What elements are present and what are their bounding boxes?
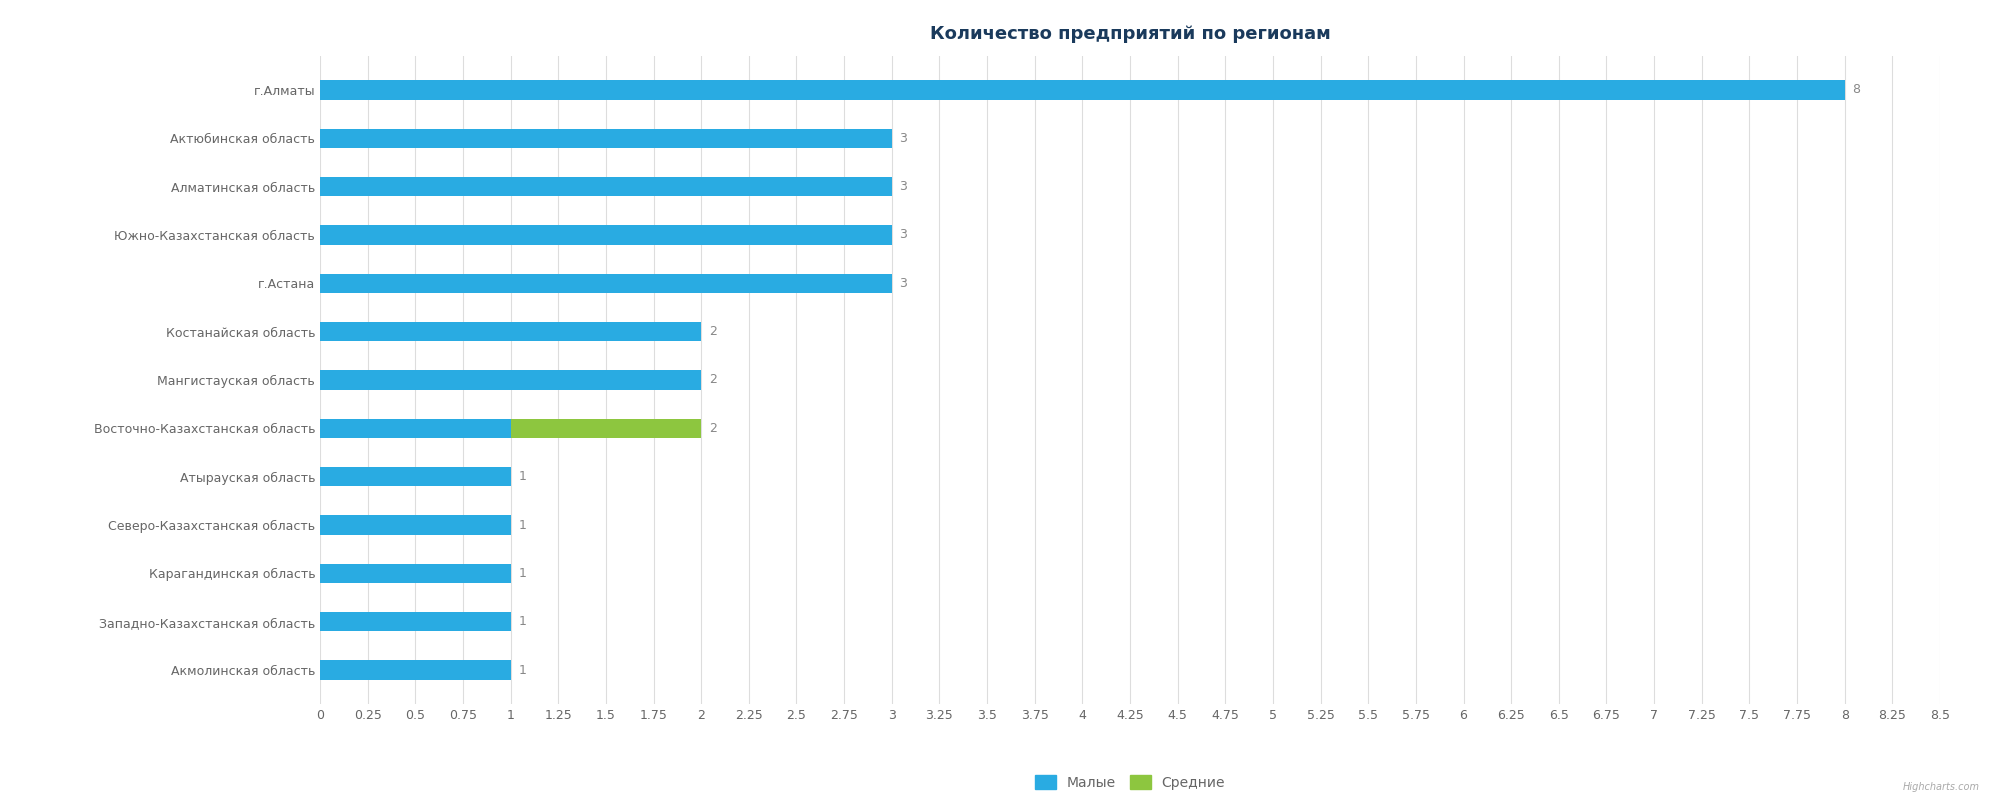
Text: 1: 1 xyxy=(518,470,526,483)
Bar xyxy=(510,418,702,438)
Bar xyxy=(320,177,892,196)
Bar xyxy=(320,322,702,342)
Legend: Малые, Средние: Малые, Средние xyxy=(1030,770,1230,795)
Text: Highcharts.com: Highcharts.com xyxy=(1904,782,1980,792)
Bar xyxy=(320,612,510,631)
Bar xyxy=(320,370,702,390)
Bar xyxy=(320,129,892,148)
Text: 1: 1 xyxy=(518,567,526,580)
Text: 1: 1 xyxy=(518,615,526,628)
Text: 2: 2 xyxy=(708,422,716,435)
Bar xyxy=(320,564,510,583)
Bar xyxy=(320,515,510,534)
Bar xyxy=(320,226,892,245)
Text: 2: 2 xyxy=(708,325,716,338)
Bar xyxy=(320,467,510,486)
Text: 3: 3 xyxy=(900,277,908,290)
Text: 8: 8 xyxy=(1852,83,1860,96)
Text: 1: 1 xyxy=(518,664,526,677)
Bar xyxy=(320,80,1844,99)
Bar xyxy=(320,418,510,438)
Text: 3: 3 xyxy=(900,180,908,193)
Text: 2: 2 xyxy=(708,374,716,386)
Text: 3: 3 xyxy=(900,229,908,242)
Bar xyxy=(320,274,892,293)
Title: Количество предприятий по регионам: Количество предприятий по регионам xyxy=(930,26,1330,43)
Bar xyxy=(320,661,510,680)
Text: 1: 1 xyxy=(518,518,526,531)
Text: 3: 3 xyxy=(900,132,908,145)
